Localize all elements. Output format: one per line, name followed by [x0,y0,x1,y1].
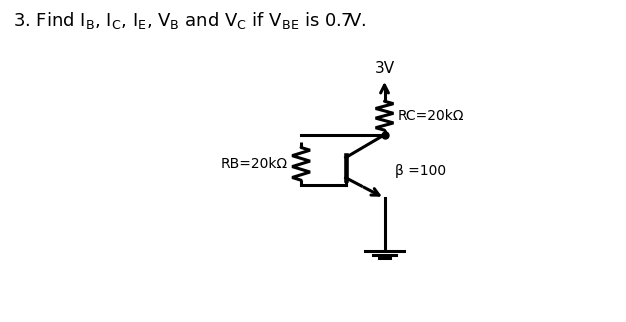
Text: 3V: 3V [374,61,394,76]
Text: β =100: β =100 [395,165,446,178]
Text: RB=20kΩ: RB=20kΩ [221,157,288,171]
Text: RC=20kΩ: RC=20kΩ [398,109,464,123]
Text: 3. Find $\mathregular{I_B}$, $\mathregular{I_C}$, $\mathregular{I_E}$, $\mathreg: 3. Find $\mathregular{I_B}$, $\mathregul… [13,10,366,31]
